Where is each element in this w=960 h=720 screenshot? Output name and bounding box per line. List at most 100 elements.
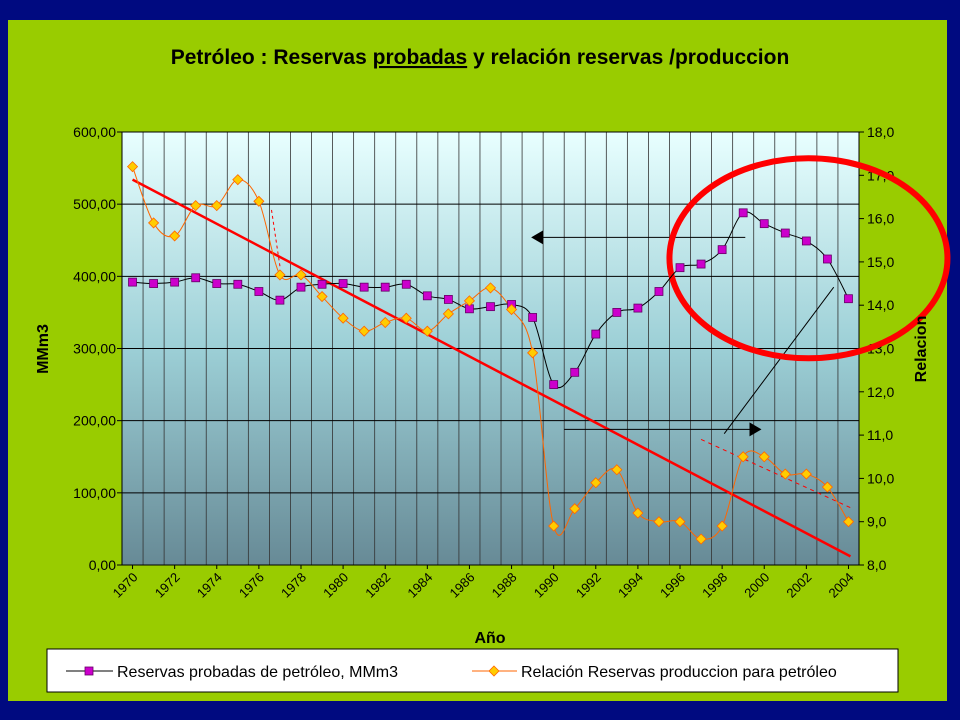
left-tick-label: 600,00 xyxy=(73,124,116,140)
point-reservas xyxy=(275,295,285,305)
x-tick-label: 1988 xyxy=(489,570,520,601)
right-tick-label: 18,0 xyxy=(867,124,894,140)
x-tick-label: 1998 xyxy=(699,570,730,601)
point-reservas xyxy=(844,294,853,304)
point-reservas xyxy=(823,254,832,264)
left-tick-label: 100,00 xyxy=(73,485,116,501)
point-relacion xyxy=(169,230,181,242)
point-reservas xyxy=(570,367,580,377)
y-axis-right-label: Relacion xyxy=(913,316,930,383)
point-relacion xyxy=(716,520,728,532)
legend-item-reservas: Reservas probadas de petróleo, MMm3 xyxy=(66,664,398,681)
point-reservas xyxy=(317,279,327,289)
point-relacion xyxy=(358,325,370,337)
point-relacion xyxy=(274,269,286,281)
x-tick-label: 1976 xyxy=(236,570,267,601)
x-tick-label: 1994 xyxy=(615,570,646,601)
point-reservas xyxy=(654,287,664,296)
right-tick-label: 14,0 xyxy=(867,297,894,313)
point-relacion xyxy=(126,161,139,173)
right-tick-label: 8,0 xyxy=(867,557,887,573)
point-reservas xyxy=(338,279,348,288)
x-tick-label: 1992 xyxy=(573,570,604,601)
series-layer xyxy=(126,161,855,545)
point-relacion xyxy=(779,468,791,480)
point-relacion xyxy=(590,477,602,489)
point-relacion xyxy=(842,516,855,528)
left-tick-label: 500,00 xyxy=(73,196,116,212)
point-reservas xyxy=(633,303,643,313)
legend-label-reservas: Reservas probadas de petróleo, MMm3 xyxy=(117,664,398,681)
point-relacion xyxy=(442,308,454,320)
point-relacion xyxy=(148,217,160,229)
point-relacion xyxy=(674,516,686,528)
point-reservas xyxy=(422,291,432,301)
left-tick-label: 400,00 xyxy=(73,268,116,284)
point-relacion xyxy=(800,468,812,480)
point-relacion xyxy=(400,312,412,324)
highlight-ellipse xyxy=(666,155,951,362)
point-reservas xyxy=(359,282,369,292)
point-reservas xyxy=(591,329,601,339)
x-tick-label: 2000 xyxy=(741,570,772,601)
point-reservas xyxy=(212,279,222,288)
x-tick-label: 1974 xyxy=(194,570,225,601)
red-dashed-trend xyxy=(700,438,853,510)
title-part: y relación reservas /produccion xyxy=(467,46,789,69)
arrow-right-head xyxy=(749,422,762,437)
point-relacion xyxy=(379,316,391,329)
title-part: probadas xyxy=(373,46,468,69)
right-tick-label: 11,0 xyxy=(867,427,893,443)
x-tick-label: 2002 xyxy=(783,570,814,601)
point-relacion xyxy=(337,312,349,324)
point-relacion xyxy=(737,451,749,463)
point-reservas xyxy=(254,287,264,296)
point-reservas xyxy=(717,245,727,255)
black-trend-line xyxy=(723,286,835,434)
point-relacion xyxy=(653,516,665,528)
x-tick-label: 1978 xyxy=(278,570,309,601)
point-relacion xyxy=(211,200,223,212)
point-reservas xyxy=(443,295,453,304)
point-reservas xyxy=(696,259,706,269)
point-relacion xyxy=(190,200,202,212)
point-reservas xyxy=(233,279,243,289)
x-tick-label: 1980 xyxy=(320,570,351,601)
point-relacion xyxy=(484,282,497,294)
point-relacion xyxy=(632,507,644,519)
point-reservas xyxy=(612,308,622,317)
point-relacion xyxy=(316,290,328,303)
point-relacion xyxy=(527,347,539,359)
point-reservas xyxy=(296,282,306,292)
point-relacion xyxy=(695,533,707,545)
point-reservas xyxy=(401,279,411,289)
right-tick-label: 16,0 xyxy=(867,211,894,227)
point-relacion xyxy=(758,451,770,463)
point-reservas xyxy=(549,380,559,389)
point-reservas xyxy=(486,302,495,312)
point-relacion xyxy=(421,325,433,337)
point-relacion xyxy=(569,503,581,515)
point-reservas xyxy=(149,279,158,288)
x-tick-label: 1996 xyxy=(657,570,688,601)
title-part: Petróleo : Reservas xyxy=(171,46,373,69)
point-relacion xyxy=(253,195,265,207)
point-reservas xyxy=(380,282,390,292)
x-axis-label: Año xyxy=(474,630,505,647)
left-tick-label: 200,00 xyxy=(73,413,116,429)
point-relacion xyxy=(463,295,476,307)
legend-label-relacion: Relación Reservas produccion para petról… xyxy=(521,664,837,681)
right-tick-label: 10,0 xyxy=(867,470,894,486)
chart-title: Petróleo : Reservas probadas y relación … xyxy=(171,46,790,69)
red-trend-line xyxy=(131,178,852,558)
point-relacion xyxy=(611,464,623,476)
point-relacion xyxy=(548,520,560,532)
point-reservas xyxy=(128,277,137,287)
point-relacion xyxy=(505,303,518,316)
point-relacion xyxy=(821,481,833,493)
x-tick-label: 1986 xyxy=(447,570,478,601)
point-reservas xyxy=(738,208,748,218)
x-tick-label: 1984 xyxy=(404,570,435,601)
point-relacion xyxy=(232,174,244,186)
